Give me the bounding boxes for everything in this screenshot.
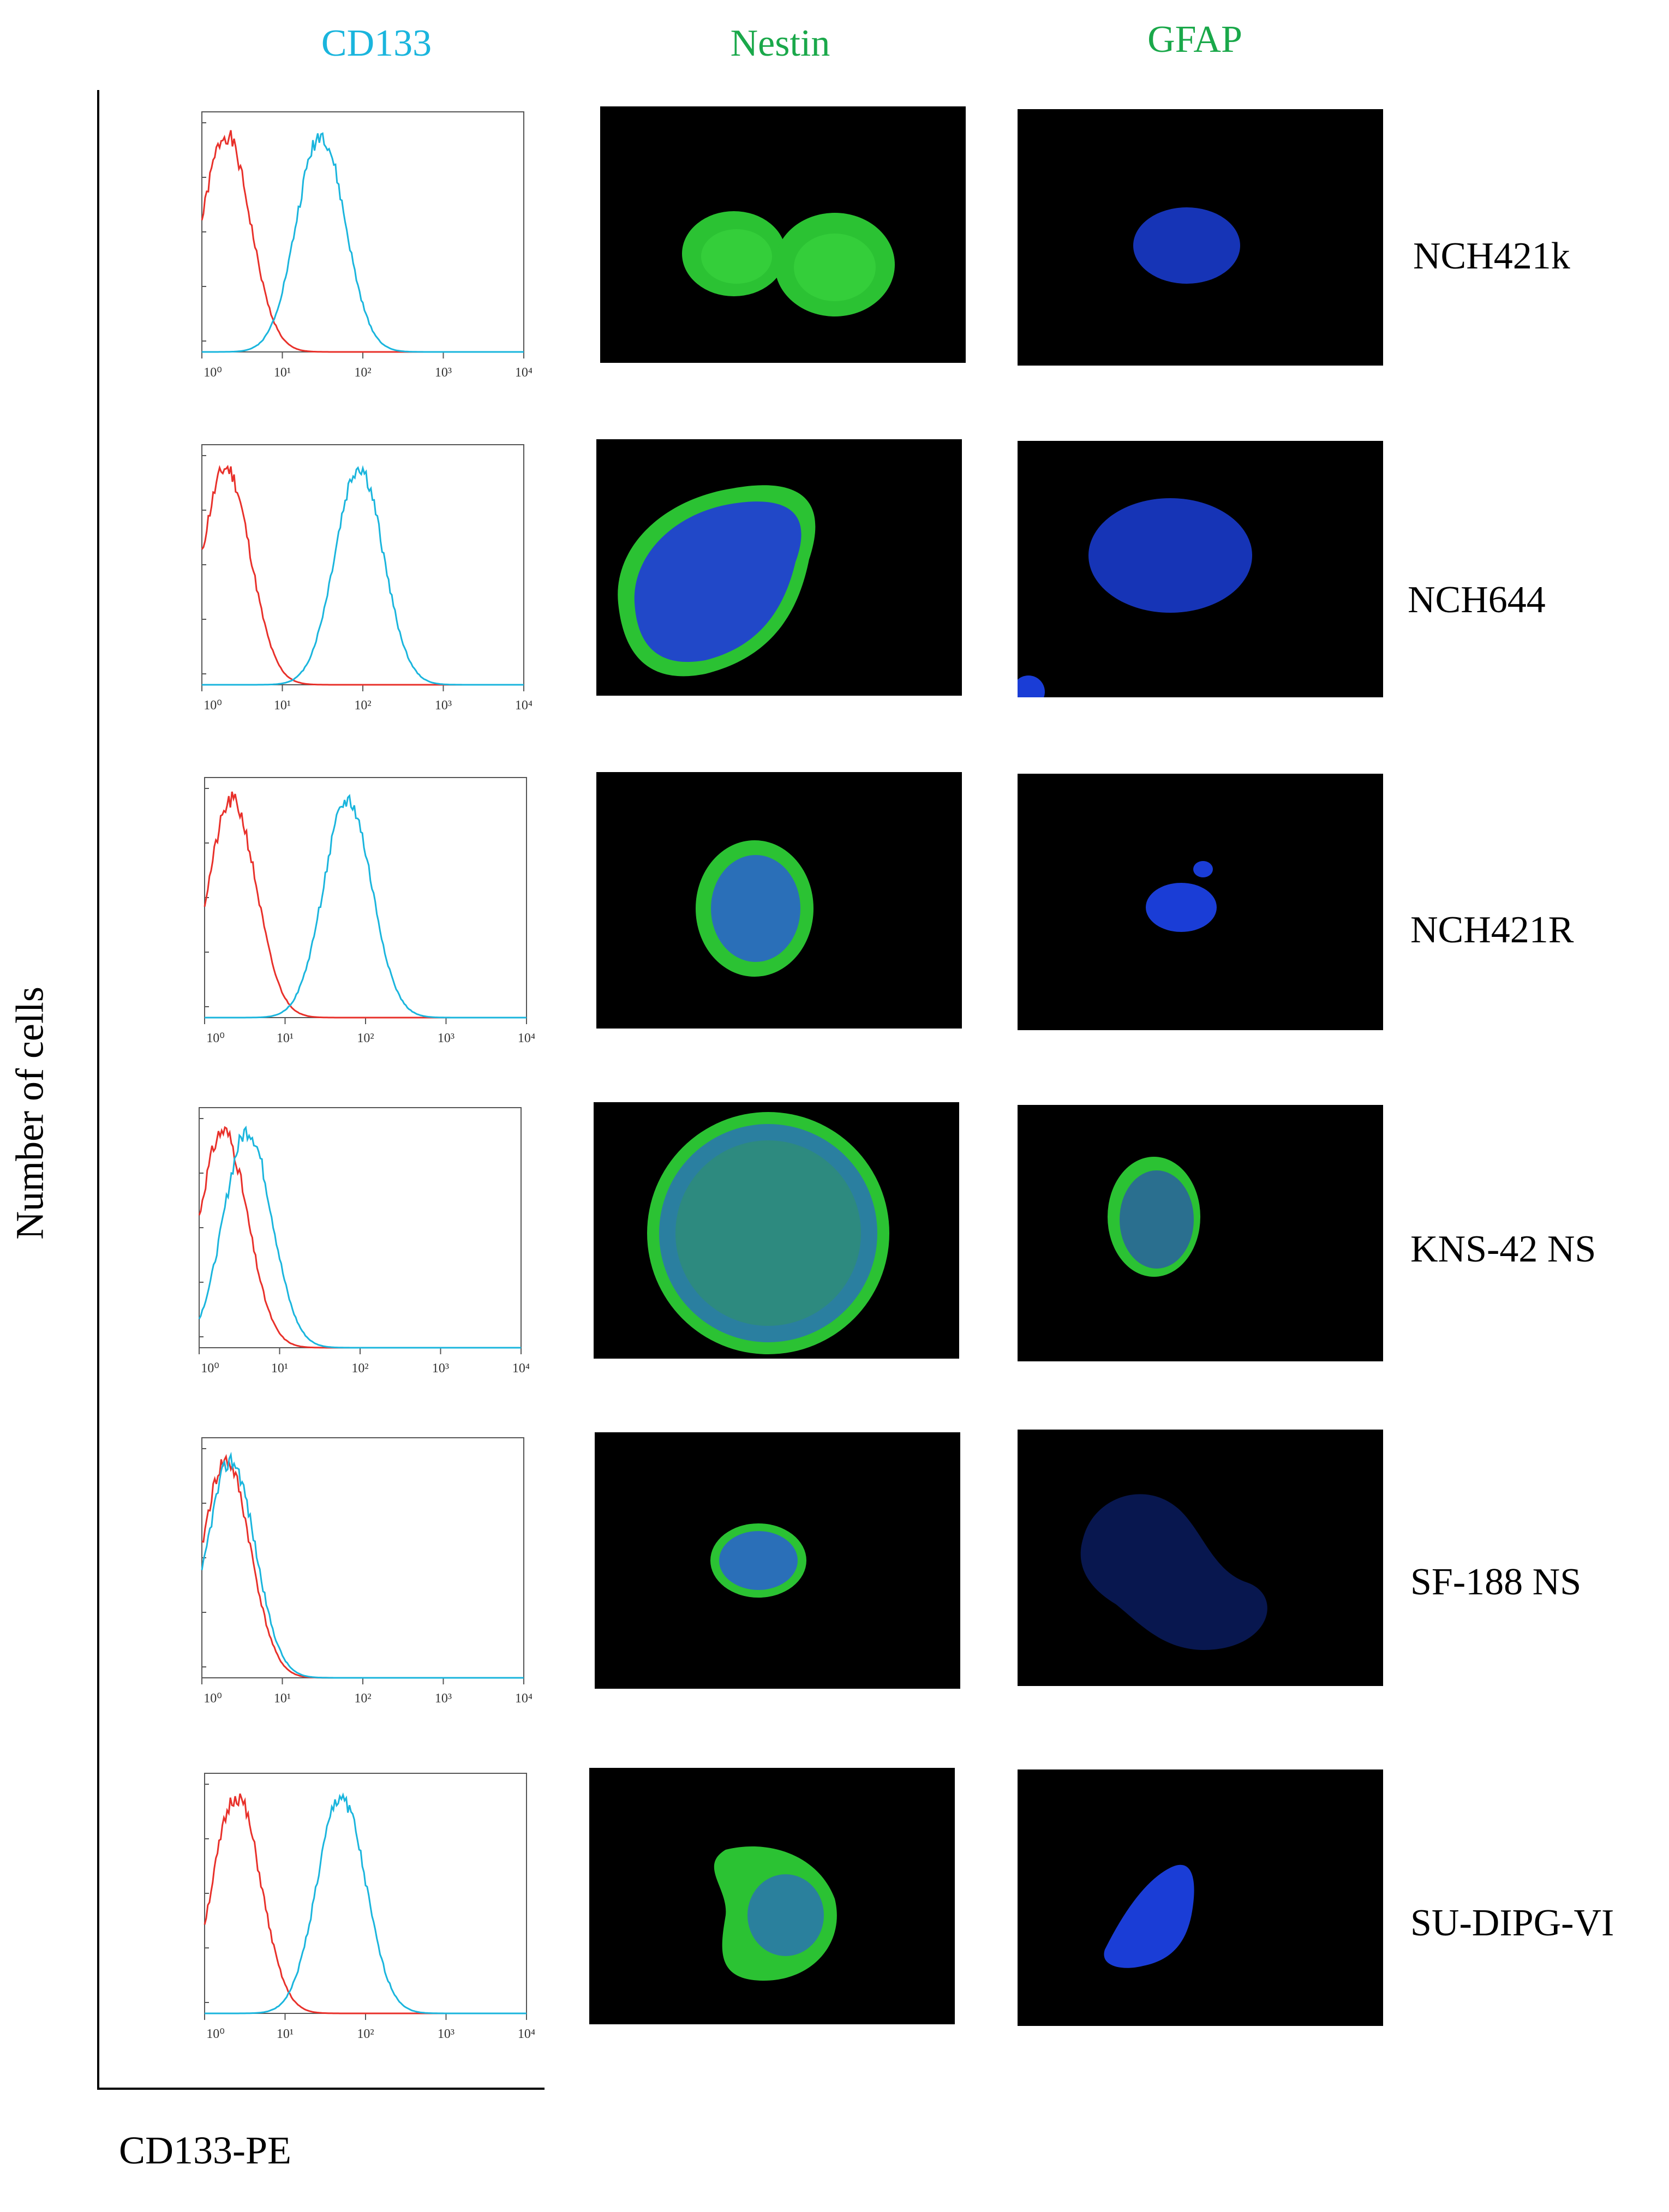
x-tick-label: 10² [354,366,371,380]
histogram-su-dipg-vi: 10⁰ 10¹ 10² 10³ 10⁴ [204,1773,535,2041]
x-tick-label: 10⁴ [515,1691,532,1706]
gfap-stain-sudipg [1104,1864,1194,1968]
nestin-stain-sf188 [710,1523,806,1598]
nestin-image-nch644 [596,439,962,696]
cd133-stain-curve [198,1125,521,1349]
row-label-kns42: KNS-42 NS [1410,1228,1596,1270]
x-tick-label: 10³ [435,698,452,713]
x-tick-label: 10² [357,2027,374,2041]
histogram-nch421k: 10⁰ 10¹ 10² 10³ 10⁴ [201,111,532,380]
plot-frame [201,1437,524,1678]
x-tick-label: 10² [354,698,371,713]
nestin-image-sf188 [595,1432,960,1689]
row-label-sudipg: SU-DIPG-VI [1410,1902,1614,1944]
gfap-image-sf188 [1018,1430,1383,1686]
x-tick-label: 10⁴ [515,366,532,380]
x-tick-label: 10³ [438,1031,454,1045]
gfap-stain-nch421r [1146,861,1217,932]
nestin-stain-nch421k [682,211,895,316]
histogram-kns-42-ns: 10⁰ 10¹ 10² 10³ 10⁴ [198,1107,529,1376]
row-label-nch644: NCH644 [1408,579,1546,621]
cd133-stain-curve [205,1792,527,2014]
gfap-stain-nch421k [1133,207,1240,284]
x-tick-label: 10⁰ [204,698,222,713]
histogram-nch421r: 10⁰ 10¹ 10² 10³ 10⁴ [204,777,535,1045]
y-axis-line [97,90,99,2090]
row-label-sf188: SF-188 NS [1410,1561,1582,1603]
cd133-stain-curve [202,132,524,353]
nestin-image-kns42 [594,1102,959,1359]
x-tick-label: 10⁰ [201,1361,219,1376]
nestin-stain-kns42 [647,1112,889,1354]
cd133-stain-curve [205,794,527,1019]
plot-frame [204,777,527,1018]
row-label-nch421k: NCH421k [1413,235,1570,277]
plot-frame [201,444,524,685]
x-tick-label: 10¹ [274,366,291,380]
gfap-image-nch421k [1018,109,1383,366]
nestin-image-sudipg [589,1768,955,2024]
x-tick-label: 10² [354,1691,371,1706]
row-label-nch421r: NCH421R [1410,909,1574,951]
nestin-stain-nch644 [618,485,816,677]
x-tick-label: 10³ [435,1691,452,1706]
gfap-stain-sf188 [1080,1494,1267,1650]
x-tick-label: 10³ [438,2027,454,2041]
x-tick-label: 10² [357,1031,374,1045]
x-tick-label: 10⁰ [206,1031,225,1045]
x-axis-label: CD133-PE [119,2129,292,2172]
gfap-image-sudipg [1018,1769,1383,2026]
plot-frame [204,1773,527,2014]
nestin-column-title: Nestin [730,22,830,64]
x-axis-line [97,2088,545,2090]
x-tick-label: 10¹ [277,2027,294,2041]
nestin-stain-sudipg [714,1846,837,1981]
nestin-stain-nch421r [696,840,813,977]
gfap-stain-kns42 [1108,1157,1200,1277]
plot-frame [199,1107,522,1348]
x-tick-label: 10⁰ [204,366,222,380]
x-tick-label: 10⁰ [206,2027,225,2041]
nestin-image-nch421r [596,772,962,1029]
x-tick-label: 10⁴ [512,1361,529,1376]
histogram-nch644: 10⁰ 10¹ 10² 10³ 10⁴ [201,444,532,713]
x-tick-label: 10³ [435,366,452,380]
x-tick-label: 10¹ [274,698,291,713]
cd133-column-title: CD133 [321,22,432,64]
x-tick-label: 10⁴ [518,2027,535,2041]
cd133-stain-curve [202,465,524,686]
x-tick-label: 10⁴ [515,698,532,713]
nestin-image-nch421k [600,106,966,363]
x-tick-label: 10⁰ [204,1691,222,1706]
histogram-sf-188-ns: 10⁰ 10¹ 10² 10³ 10⁴ [201,1437,532,1706]
y-axis-label: Number of cells [8,987,52,1240]
gfap-image-nch421r [1018,774,1383,1030]
gfap-stain-nch644 [1018,498,1252,697]
x-tick-label: 10¹ [277,1031,294,1045]
gfap-image-kns42 [1018,1105,1383,1361]
x-tick-label: 10¹ [274,1691,291,1706]
x-tick-label: 10² [351,1361,368,1376]
gfap-column-title: GFAP [1147,19,1242,61]
x-tick-label: 10¹ [271,1361,288,1376]
x-tick-label: 10⁴ [518,1031,535,1045]
cd133-stain-curve [201,1451,524,1679]
x-tick-label: 10³ [432,1361,449,1376]
gfap-image-nch644 [1018,441,1383,697]
plot-frame [201,111,524,352]
